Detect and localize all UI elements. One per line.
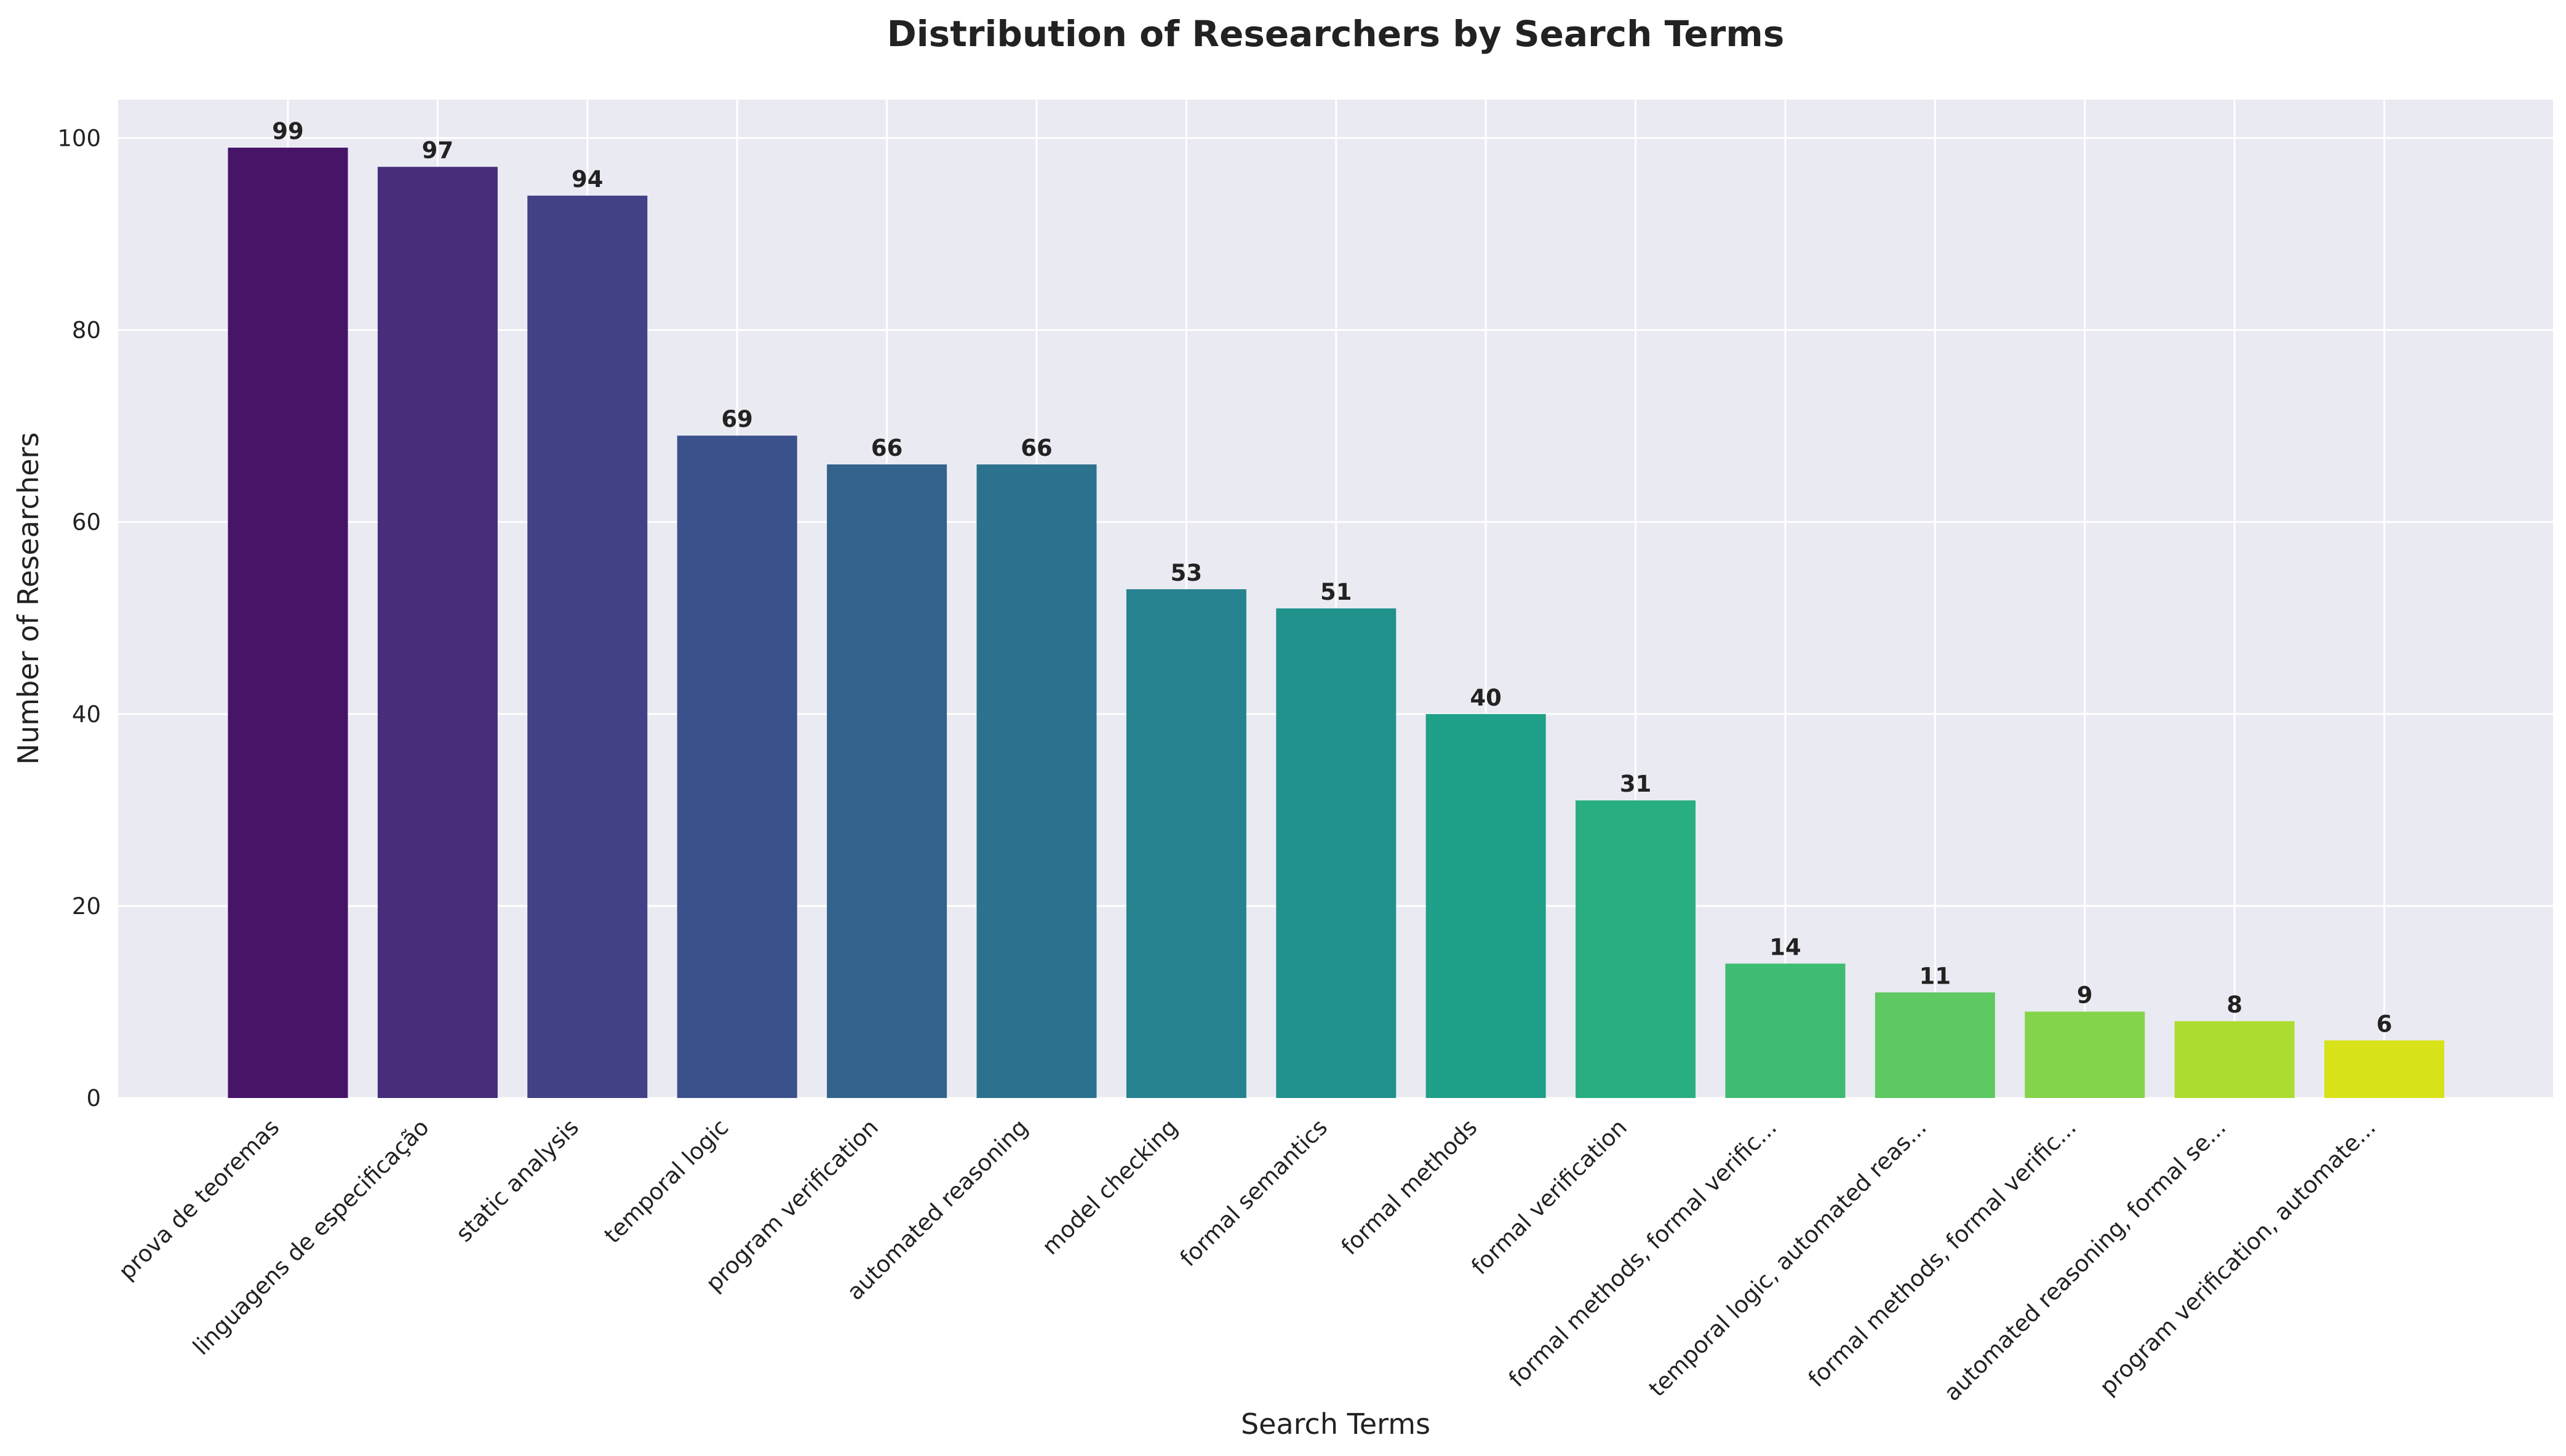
bar: [2324, 1040, 2445, 1098]
bar: [827, 464, 947, 1098]
data-labels: 99 97 94 69 66 66 53 51 40 31 14 11 9 8 6: [272, 118, 2392, 1037]
y-tick-label: 40: [72, 701, 101, 728]
x-tick-label: formal methods, formal verific...: [1504, 1114, 1782, 1392]
bar: [1126, 589, 1246, 1098]
x-tick-label: temporal logic: [599, 1114, 734, 1249]
x-tick-label: formal methods: [1336, 1114, 1483, 1260]
data-label: 97: [422, 137, 454, 164]
data-label: 31: [1620, 771, 1652, 797]
data-label: 99: [272, 118, 304, 145]
bars: [228, 148, 2445, 1099]
x-tick-label: static analysis: [451, 1114, 584, 1247]
data-label: 14: [1769, 934, 1801, 961]
x-tick-label: prova de teoremas: [114, 1114, 285, 1285]
bar: [2174, 1021, 2295, 1098]
bar: [976, 464, 1097, 1098]
data-label: 40: [1470, 685, 1502, 711]
y-tick-label: 100: [57, 125, 101, 151]
x-tick-label: automated reasoning, formal se...: [1939, 1114, 2231, 1406]
x-tick-label: formal semantics: [1175, 1114, 1333, 1271]
bar: [1276, 608, 1397, 1098]
x-tick-label: linguagens de especificação: [188, 1114, 434, 1360]
data-label: 66: [871, 435, 903, 461]
bar: [228, 148, 348, 1099]
bar: [377, 167, 498, 1099]
x-tick-label: model checking: [1037, 1114, 1183, 1260]
bar: [1875, 992, 1995, 1098]
data-label: 8: [2226, 992, 2242, 1018]
x-tick-label: formal methods, formal verific...: [1803, 1114, 2081, 1392]
y-axis-label: Number of Researchers: [12, 432, 45, 765]
bar: [2025, 1011, 2145, 1098]
data-label: 6: [2377, 1011, 2393, 1037]
data-label: 94: [572, 166, 604, 193]
chart-title: Distribution of Researchers by Search Te…: [887, 13, 1785, 55]
data-label: 53: [1171, 560, 1203, 586]
x-tick-label: program verification: [701, 1114, 883, 1297]
y-tick-label: 80: [72, 317, 101, 344]
data-label: 9: [2077, 982, 2093, 1009]
y-tick-labels: 0 20 40 60 80 100: [57, 125, 101, 1112]
bar: [677, 436, 797, 1098]
y-tick-label: 20: [72, 893, 101, 920]
x-tick-label: program verification, automate...: [2095, 1114, 2381, 1400]
x-tick-label: temporal logic, automated reas...: [1644, 1114, 1932, 1402]
bar: [1576, 800, 1696, 1098]
bar: [1425, 714, 1546, 1098]
bar: [527, 196, 648, 1099]
data-label: 69: [721, 406, 753, 432]
y-tick-label: 60: [72, 509, 101, 536]
y-tick-label: 0: [86, 1085, 101, 1112]
x-axis-label: Search Terms: [1241, 1407, 1430, 1441]
data-label: 11: [1919, 963, 1951, 989]
x-tick-label: formal verification: [1466, 1114, 1632, 1280]
bar: [1725, 963, 1846, 1098]
data-label: 66: [1021, 435, 1053, 461]
data-label: 51: [1320, 579, 1352, 605]
